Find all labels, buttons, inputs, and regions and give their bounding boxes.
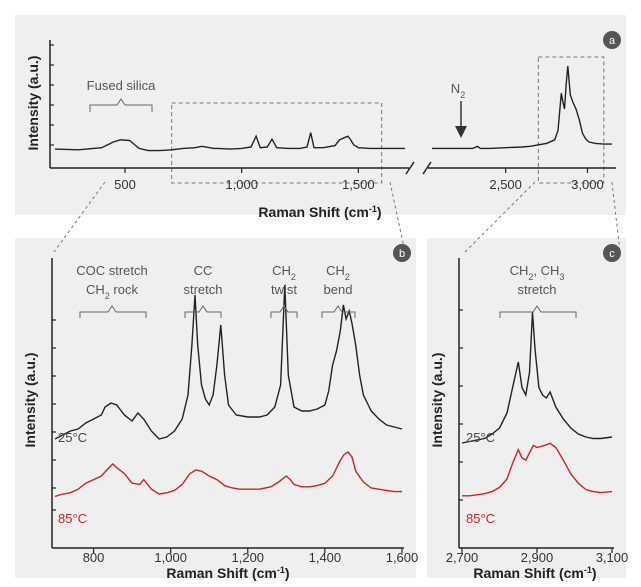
panel-b-x-ticks: 800 1,000 1,200 1,400 1,600 [83, 548, 419, 565]
annotation-cc-stretch: CC stretch [183, 263, 223, 318]
panel-b-xlabel: Raman Shift (cm-1) [166, 565, 289, 581]
panel-b-background [15, 238, 416, 578]
svg-text:b: b [399, 248, 405, 260]
annotation-fused-silica: Fused silica [87, 78, 156, 93]
annotation-ch2-ch3-stretch: CH2, CH3 stretch [499, 263, 577, 318]
panel-a-x-tick-label: 1,000 [225, 177, 258, 192]
panel-c-label-25c: 25°C [466, 430, 495, 445]
annotation-ch2-bend: CH2 bend [321, 263, 356, 318]
panel-b-label-25c: 25°C [58, 430, 87, 445]
panel-c-x-tick-label: 2,900 [521, 550, 554, 565]
panel-c-ylabel: Intensity (a.u.) [429, 353, 445, 448]
panel-c-background [427, 238, 626, 578]
badge-a: a [603, 31, 621, 49]
panel-b-label-85c: 85°C [58, 511, 87, 526]
svg-text:CH2: CH2 [272, 263, 296, 282]
connector-c-left [464, 181, 536, 253]
panel-a-x-tick-label: 1,500 [342, 177, 375, 192]
svg-text:CH2, CH3: CH2, CH3 [510, 263, 565, 282]
panel-b-x-tick-label: 1,200 [232, 550, 265, 565]
spectrum-b-25c [54, 284, 403, 440]
bracket-fused-silica [89, 98, 153, 112]
panel-c-spectra [461, 312, 613, 497]
svg-text:stretch: stretch [517, 282, 556, 297]
panel-a-ylabel: Intensity (a.u.) [25, 56, 41, 151]
annotation-ch2-twist: CH2 twist [270, 263, 298, 318]
panel-c-x-ticks: 2,700 2,900 3,100 [446, 548, 629, 565]
arrow-n2-head [455, 126, 467, 138]
svg-text:twist: twist [271, 282, 297, 297]
panel-c-xlabel: Raman Shift (cm-1) [473, 565, 596, 581]
spectrum-b-85c [54, 451, 402, 498]
connector-b-left [53, 181, 106, 253]
svg-text:CH2: CH2 [326, 263, 350, 282]
panel-c-x-tick-label: 2,700 [446, 550, 479, 565]
panel-a-xlabel: Raman Shift (cm-1) [258, 204, 381, 220]
panel-b-spectra [54, 284, 403, 498]
panel-a-spectra [54, 65, 612, 152]
panel-c: 2,700 2,900 3,100 Intensity (a.u.) Raman S… [429, 244, 628, 581]
panel-b-x-tick-label: 1,000 [154, 550, 187, 565]
spectrum-c-85c [462, 442, 613, 497]
panel-b-ylabel: Intensity (a.u.) [22, 353, 38, 448]
panel-b-axes [51, 258, 404, 549]
svg-text:CH2 rock: CH2 rock [86, 282, 138, 301]
annotation-n2: N2 [451, 81, 465, 100]
badge-b: b [393, 244, 411, 262]
panel-b-x-tick-label: 800 [83, 550, 105, 565]
panel-b-x-tick-label: 1,400 [309, 550, 342, 565]
spectrum-a-low-range [54, 132, 405, 152]
panel-a-axes [49, 40, 616, 175]
panel-a-x-tick-label: 3,000 [571, 177, 604, 192]
zoom-region-b [171, 102, 383, 184]
axis-break-mark [405, 161, 415, 175]
svg-text:a: a [609, 35, 616, 47]
svg-text:COC stretch: COC stretch [76, 263, 148, 278]
panel-b: 800 1,000 1,200 1,400 1,600 Intensity (a.u.)… [22, 244, 418, 581]
panel-b-x-tick-label: 1,600 [386, 550, 419, 565]
svg-text:bend: bend [324, 282, 353, 297]
svg-text:stretch: stretch [183, 282, 222, 297]
panel-a-x-tick-label: 2,500 [489, 177, 522, 192]
axis-break-mark [422, 161, 432, 175]
panel-a-background [15, 15, 626, 215]
panel-a-x-tick-label: 500 [114, 177, 136, 192]
annotation-coc-stretch: COC stretch CH2 rock [76, 263, 148, 318]
panel-a: 500 1,000 1,500 2,500 3,000 Intensity (a.u.)… [25, 31, 621, 220]
spectrum-c-25c [461, 312, 613, 444]
zoom-region-c [537, 56, 605, 184]
panel-c-x-tick-label: 3,100 [596, 550, 629, 565]
zoom-connectors [53, 181, 621, 253]
panel-c-label-85c: 85°C [466, 511, 495, 526]
spectrum-a-high-range [432, 65, 612, 150]
badge-c: c [603, 244, 621, 262]
svg-text:CC: CC [194, 263, 213, 278]
svg-text:c: c [609, 248, 615, 260]
panel-a-x-ticks: 500 1,000 1,500 2,500 3,000 [114, 168, 604, 192]
